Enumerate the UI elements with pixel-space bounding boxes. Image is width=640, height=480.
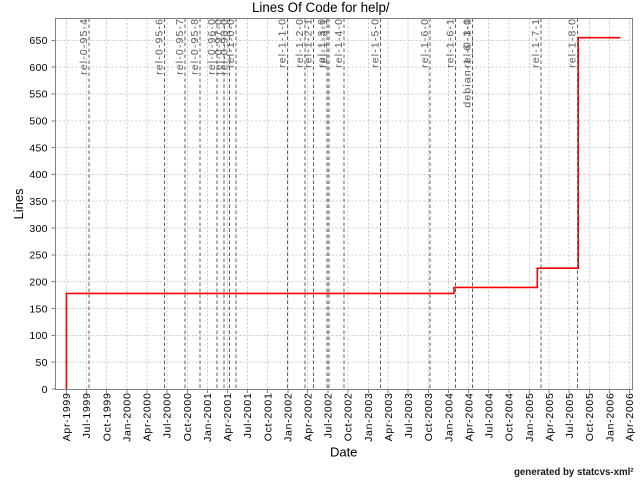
svg-text:Apr-2003: Apr-2003 xyxy=(383,393,395,442)
svg-text:rel-0-95-8: rel-0-95-8 xyxy=(189,18,201,75)
svg-text:Jan-2006: Jan-2006 xyxy=(604,393,616,442)
svg-text:Apr-1999: Apr-1999 xyxy=(61,393,73,442)
svg-text:600: 600 xyxy=(29,62,47,74)
svg-text:rel-1-6-1: rel-1-6-1 xyxy=(445,18,457,68)
svg-text:rel-1-1-0: rel-1-1-0 xyxy=(277,18,289,68)
svg-text:rel-1-3-0: rel-1-3-0 xyxy=(316,18,328,68)
svg-text:450: 450 xyxy=(29,142,47,154)
svg-text:Apr-2001: Apr-2001 xyxy=(222,393,234,442)
svg-text:Jan-2005: Jan-2005 xyxy=(524,393,536,442)
svg-text:200: 200 xyxy=(29,277,47,289)
svg-text:rel-1-5-0: rel-1-5-0 xyxy=(369,18,381,68)
svg-text:Apr-2006: Apr-2006 xyxy=(624,393,636,442)
svg-text:550: 550 xyxy=(29,89,47,101)
svg-text:350: 350 xyxy=(29,196,47,208)
svg-text:Jul-2003: Jul-2003 xyxy=(403,393,415,439)
svg-text:rel-1-2-0: rel-1-2-0 xyxy=(294,18,306,68)
svg-text:Apr-2004: Apr-2004 xyxy=(463,393,475,442)
svg-text:rel-1-6-0: rel-1-6-0 xyxy=(419,18,431,68)
svg-text:Oct-2001: Oct-2001 xyxy=(262,393,274,442)
svg-text:Jan-2003: Jan-2003 xyxy=(363,393,375,442)
svg-text:Lines: Lines xyxy=(11,188,26,220)
svg-text:Oct-2004: Oct-2004 xyxy=(504,393,516,442)
svg-text:Apr-2005: Apr-2005 xyxy=(544,393,556,442)
svg-text:150: 150 xyxy=(29,303,47,315)
svg-text:Jul-2005: Jul-2005 xyxy=(564,393,576,439)
svg-text:Jul-2001: Jul-2001 xyxy=(242,393,254,439)
svg-text:Oct-1999: Oct-1999 xyxy=(101,393,113,442)
svg-text:300: 300 xyxy=(29,223,47,235)
svg-text:Oct-2000: Oct-2000 xyxy=(182,393,194,442)
svg-text:rel-0-97-0: rel-0-97-0 xyxy=(213,18,225,75)
svg-text:debian-1_6_1-1: debian-1_6_1-1 xyxy=(461,18,473,108)
svg-text:Jan-2004: Jan-2004 xyxy=(443,393,455,442)
svg-text:500: 500 xyxy=(29,116,47,128)
svg-text:400: 400 xyxy=(29,169,47,181)
svg-text:Apr-2000: Apr-2000 xyxy=(142,393,154,442)
svg-text:Jul-2000: Jul-2000 xyxy=(162,393,174,439)
svg-text:Jul-2002: Jul-2002 xyxy=(323,393,335,439)
svg-text:rel-0-95-6: rel-0-95-6 xyxy=(154,18,166,75)
svg-text:Jan-2000: Jan-2000 xyxy=(122,393,134,442)
svg-text:50: 50 xyxy=(36,357,48,369)
svg-text:Jan-2002: Jan-2002 xyxy=(283,393,295,442)
svg-text:rel-0-96-0: rel-0-96-0 xyxy=(206,18,218,75)
svg-text:rel-1-3-1: rel-1-3-1 xyxy=(318,18,330,68)
svg-text:100: 100 xyxy=(29,330,47,342)
svg-text:Oct-2005: Oct-2005 xyxy=(584,393,596,442)
svg-text:rel-1-7-1: rel-1-7-1 xyxy=(530,18,542,68)
svg-text:Apr-2002: Apr-2002 xyxy=(302,393,314,442)
svg-text:rel-1-0-0: rel-1-0-0 xyxy=(225,18,237,68)
svg-text:rel-0-95-7: rel-0-95-7 xyxy=(174,18,186,75)
svg-text:650: 650 xyxy=(29,35,47,47)
svg-text:Jul-1999: Jul-1999 xyxy=(81,393,93,439)
svg-text:Oct-2002: Oct-2002 xyxy=(343,393,355,442)
svg-text:rel-0-3-0: rel-0-3-0 xyxy=(461,18,473,68)
svg-text:250: 250 xyxy=(29,250,47,262)
svg-text:Oct-2003: Oct-2003 xyxy=(423,393,435,442)
svg-text:rel-1-4-0: rel-1-4-0 xyxy=(333,18,345,68)
svg-text:Lines Of Code for help/: Lines Of Code for help/ xyxy=(252,0,390,15)
svg-text:Jan-2001: Jan-2001 xyxy=(202,393,214,442)
svg-text:generated by statcvs-xml²: generated by statcvs-xml² xyxy=(514,467,634,478)
svg-text:rel-1-2-1: rel-1-2-1 xyxy=(302,18,314,68)
svg-text:Jul-2004: Jul-2004 xyxy=(483,393,495,439)
svg-text:rel-1-8-0: rel-1-8-0 xyxy=(566,18,578,68)
svg-text:0: 0 xyxy=(42,384,48,396)
svg-text:Date: Date xyxy=(330,444,357,459)
svg-text:rel-0-95-4: rel-0-95-4 xyxy=(78,18,90,75)
svg-text:rel-0-98-0: rel-0-98-0 xyxy=(219,18,231,75)
